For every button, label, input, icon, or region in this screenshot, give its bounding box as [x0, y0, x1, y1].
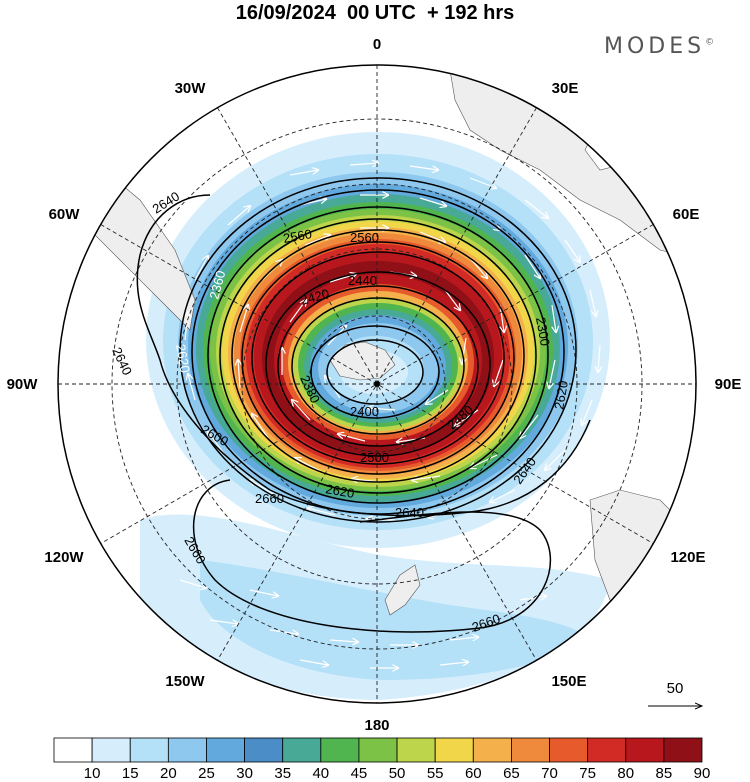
colorbar-swatch [282, 737, 322, 763]
map-title: 16/09/2024 00 UTC + 192 hrs [235, 2, 515, 24]
south-pole-marker [374, 381, 380, 387]
modes-logo: MODES© [604, 34, 714, 59]
colorbar-swatch [511, 737, 550, 763]
brand-text: MODES [604, 34, 706, 59]
colorbar-tick-label: 70 [541, 765, 558, 782]
contour-label: 2300 [533, 316, 553, 347]
lon-label-180: 180 [364, 717, 389, 734]
lon-label-90e: 90E [715, 376, 742, 393]
colorbar-tick-label: 80 [617, 765, 634, 782]
contour-2660 [192, 479, 552, 633]
lon-label-30e: 30E [552, 80, 579, 97]
lon-label-120e: 120E [670, 549, 705, 566]
colorbar-swatch [434, 737, 474, 763]
lon-label-150w: 150W [165, 673, 205, 690]
colorbar-tick-label: 25 [198, 765, 215, 782]
longitude-labels: 0 30E 60E 90E 120E 150E 180 150W 120W 90… [7, 36, 742, 734]
colorbar-tick-label: 30 [236, 765, 253, 782]
contour-label: 2500 [360, 450, 389, 465]
contour-label: 2640 [395, 505, 424, 520]
colorbar-tick-label: 20 [160, 765, 177, 782]
lon-label-60w: 60W [49, 206, 81, 223]
colorbar-swatch [91, 737, 131, 763]
colorbar-swatch [663, 737, 703, 763]
colorbar-swatch [625, 737, 665, 763]
contour-label: 2420 [299, 286, 331, 308]
colorbar-tick-label: 10 [84, 765, 101, 782]
contour-label: 2620 [173, 343, 193, 374]
colorbar-swatch [167, 737, 207, 763]
lon-label-120w: 120W [44, 549, 84, 566]
lon-label-0: 0 [373, 36, 381, 53]
colorbar-swatch [472, 737, 512, 763]
australia-landmass [589, 489, 696, 651]
colorbar-tick-label: 90 [694, 765, 711, 782]
contour-label: 2620 [551, 379, 571, 410]
colorbar-swatch [129, 737, 169, 763]
reference-vector-label: 50 [667, 680, 684, 697]
geopotential-contours [136, 177, 591, 633]
colorbar-swatch [549, 737, 589, 763]
colorbar: 10 15 20 25 30 35 40 45 50 55 60 65 70 75 80 85 90 [53, 737, 711, 782]
southern-wind-band-inner [200, 560, 590, 680]
colorbar-tick-label: 35 [274, 765, 291, 782]
colorbar-swatch [396, 737, 436, 763]
reference-vector: 50 [648, 680, 702, 706]
contour-label: 2360 [206, 269, 228, 301]
contour-label: 2620 [324, 481, 355, 501]
colorbar-swatch [320, 737, 360, 763]
colorbar-tick-label: 65 [503, 765, 520, 782]
colorbar-swatch [358, 737, 398, 763]
contour-label: 2660 [255, 491, 284, 506]
contour-label: 2560 [350, 230, 379, 245]
contour-label: 2400 [350, 404, 379, 419]
lon-label-90w: 90W [7, 376, 39, 393]
colorbar-swatch [53, 737, 93, 763]
map-boundary [57, 64, 697, 704]
colorbar-swatch [206, 737, 245, 763]
colorbar-tick-label: 15 [122, 765, 139, 782]
colorbar-tick-label: 50 [389, 765, 406, 782]
colorbar-tick-label: 55 [427, 765, 444, 782]
brand-copyright: © [705, 37, 715, 48]
lon-label-30w: 30W [175, 80, 207, 97]
colorbar-tick-label: 40 [312, 765, 329, 782]
colorbar-tick-label: 75 [579, 765, 596, 782]
contour-2640-outer [136, 194, 591, 517]
colorbar-tick-label: 45 [351, 765, 368, 782]
contour-label: 2640 [150, 188, 182, 216]
colorbar-tick-label: 60 [465, 765, 482, 782]
lon-label-150e: 150E [551, 673, 586, 690]
colorbar-swatch [587, 737, 627, 763]
lon-label-60e: 60E [673, 206, 700, 223]
colorbar-swatch [244, 737, 284, 763]
new-zealand-landmass [384, 564, 421, 616]
contour-label: 2560 [282, 226, 313, 246]
contour-label: 2440 [348, 273, 377, 288]
colorbar-tick-label: 85 [656, 765, 673, 782]
